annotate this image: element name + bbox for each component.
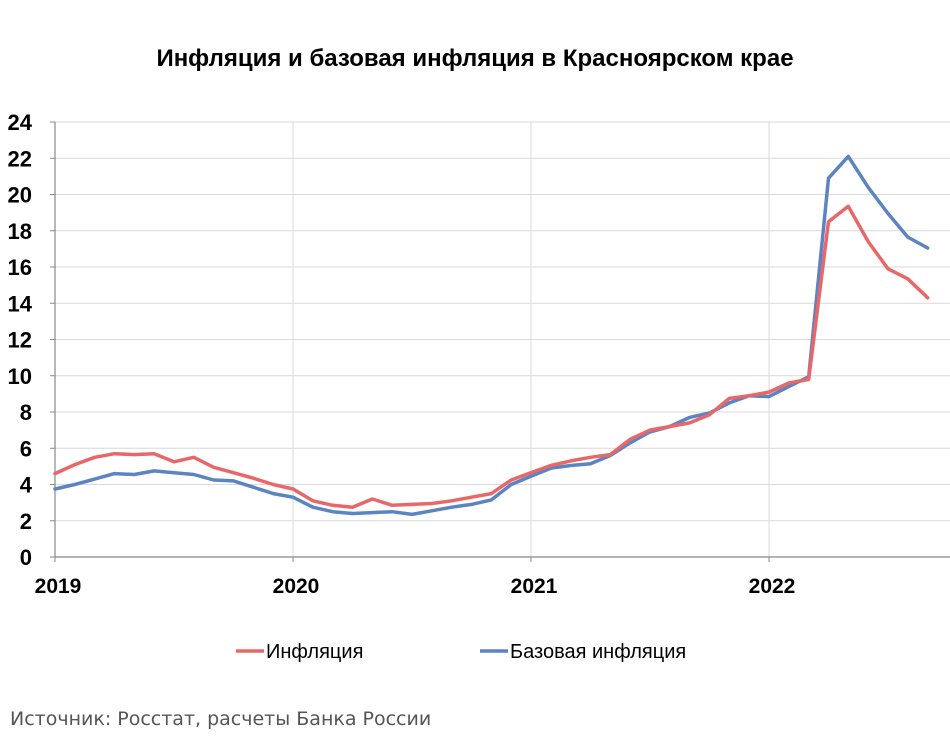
- legend: Инфляция Базовая инфляция: [236, 641, 686, 663]
- legend-label: Инфляция: [266, 641, 363, 663]
- y-tick-label: 14: [8, 291, 33, 316]
- y-tick-label: 0: [20, 545, 32, 570]
- y-tick-label: 20: [8, 183, 32, 208]
- x-tick-label: 2021: [511, 575, 558, 598]
- x-tick-labels: 2019 2020 2021 2022: [35, 575, 796, 598]
- x-tick-label: 2020: [273, 575, 320, 598]
- y-tick-label: 4: [20, 473, 33, 498]
- chart-title: Инфляция и базовая инфляция в Красноярск…: [156, 45, 794, 72]
- y-tick-label: 2: [20, 509, 32, 534]
- y-tick-label: 10: [8, 364, 32, 389]
- y-tick-label: 8: [20, 400, 32, 425]
- legend-label: Базовая инфляция: [510, 641, 686, 663]
- series-layer: [53, 154, 930, 517]
- x-tick-label: 2022: [749, 575, 796, 598]
- source-note: Источник: Росстат, расчеты Банка России: [10, 708, 432, 730]
- y-tick-label: 24: [8, 110, 33, 135]
- y-tick-label: 18: [8, 219, 32, 244]
- x-tick-label: 2019: [35, 575, 82, 598]
- series-line-core-inflation: [53, 154, 930, 517]
- series-line-inflation: [53, 204, 930, 509]
- y-tick-label: 22: [8, 146, 32, 171]
- y-tick-label: 16: [8, 255, 32, 280]
- y-tick-label: 6: [20, 436, 32, 461]
- y-tick-label: 12: [8, 328, 32, 353]
- axis-layer: [50, 121, 950, 562]
